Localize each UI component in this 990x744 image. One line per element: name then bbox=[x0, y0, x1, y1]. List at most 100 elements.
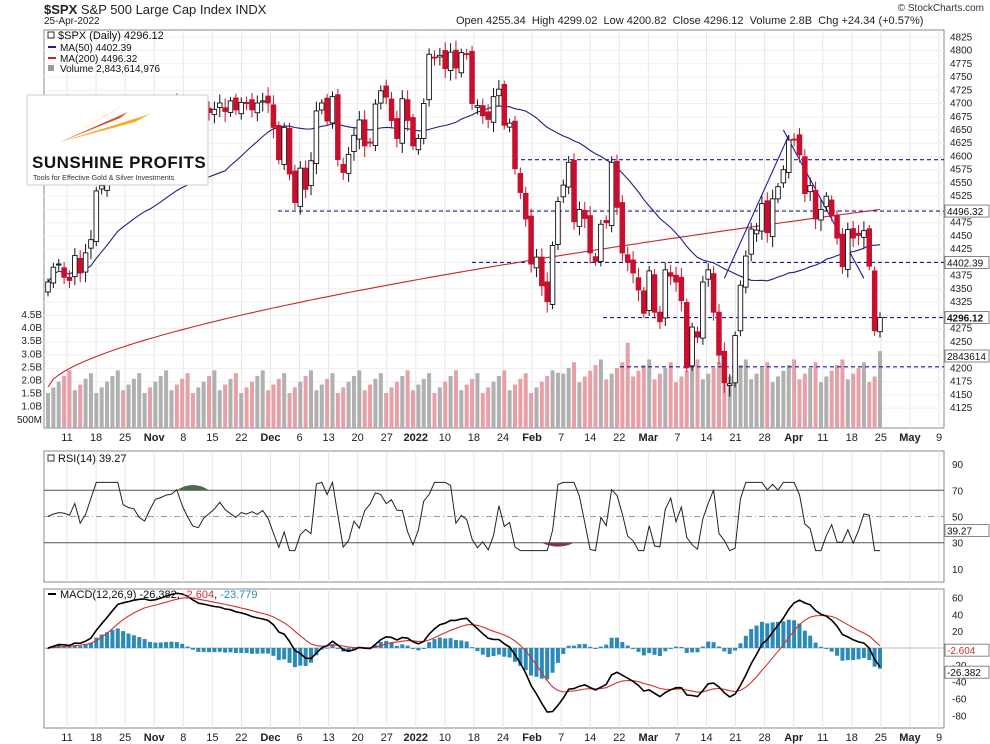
macd-histogram-bar bbox=[845, 647, 850, 661]
volume-bar bbox=[362, 390, 367, 428]
volume-bar bbox=[421, 378, 426, 428]
macd-histogram-bar bbox=[582, 643, 587, 648]
volume-bar bbox=[282, 373, 287, 428]
volume-bar bbox=[845, 379, 850, 428]
volume-bar bbox=[802, 373, 807, 428]
macd-histogram-bar bbox=[105, 632, 110, 648]
x-tick-label-bottom: 18 bbox=[468, 732, 480, 744]
candle-body bbox=[426, 53, 432, 101]
volume-bar bbox=[389, 387, 394, 428]
volume-bar bbox=[711, 367, 716, 428]
rsi-tick-label: 90 bbox=[952, 460, 964, 471]
candle-body bbox=[265, 95, 271, 104]
candle-body bbox=[700, 281, 706, 339]
price-label-box bbox=[944, 349, 990, 363]
candle-body bbox=[431, 56, 438, 59]
rsi-tick-label: 30 bbox=[952, 539, 964, 550]
macd-histogram-bar bbox=[131, 635, 136, 648]
candle-body bbox=[592, 256, 599, 262]
candle-body bbox=[319, 102, 325, 111]
macd-histogram-bar bbox=[561, 647, 566, 655]
price-tick-label: 4600 bbox=[950, 151, 973, 162]
trendline-up bbox=[723, 135, 790, 279]
x-tick-label: 11 bbox=[61, 432, 72, 444]
macd-histogram-bar bbox=[233, 647, 238, 654]
candle-body bbox=[383, 85, 389, 98]
x-tick-label-bottom: 9 bbox=[936, 732, 942, 744]
macd-histogram-bar bbox=[818, 646, 823, 648]
x-tick-label-bottom: 22 bbox=[613, 732, 625, 744]
price-label-box bbox=[944, 256, 990, 269]
volume-bar bbox=[448, 376, 453, 428]
volume-bar bbox=[491, 381, 496, 428]
price-tick-label: 4475 bbox=[950, 218, 973, 229]
x-tick-label: 18 bbox=[846, 432, 858, 444]
macd-value-label: -26.382 bbox=[947, 668, 981, 679]
macd-histogram-bar bbox=[759, 621, 764, 648]
volume-bar bbox=[131, 378, 136, 428]
x-tick-label: 22 bbox=[613, 432, 625, 444]
price-tick-label: 4250 bbox=[950, 337, 973, 348]
candle-body bbox=[297, 167, 304, 207]
index-name: S&P 500 Large Cap Index bbox=[80, 2, 232, 17]
rsi-tick-label: 50 bbox=[952, 513, 964, 524]
volume-bar bbox=[641, 365, 646, 428]
macd-histogram-bar bbox=[292, 647, 297, 668]
x-tick-label: 2022 bbox=[404, 432, 428, 444]
macd-histogram-bar bbox=[695, 647, 700, 653]
ma200-line bbox=[47, 208, 881, 388]
symbol: $SPX bbox=[44, 2, 78, 17]
volume-bar bbox=[196, 387, 201, 428]
x-tick-label: 8 bbox=[180, 432, 186, 444]
candle-body bbox=[780, 169, 787, 184]
rsi-tick-label: 10 bbox=[952, 565, 964, 576]
volume-bar bbox=[614, 367, 619, 428]
candle-body bbox=[249, 99, 255, 111]
volume-bar bbox=[534, 387, 539, 428]
candle-body bbox=[866, 228, 873, 267]
macd-histogram-bar bbox=[223, 647, 228, 653]
candle-body bbox=[614, 160, 620, 208]
macd-histogram-bar bbox=[427, 642, 432, 648]
rsi-value-box bbox=[944, 524, 990, 537]
x-tick-label-bottom: 8 bbox=[180, 732, 186, 744]
volume-bar bbox=[351, 376, 356, 428]
macd-histogram-bar bbox=[486, 647, 491, 657]
x-tick-label: 13 bbox=[322, 432, 334, 444]
candle-body bbox=[72, 255, 78, 278]
x-tick-label-bottom: Dec bbox=[260, 732, 280, 744]
volume-bar bbox=[169, 390, 174, 428]
x-tick-label: Apr bbox=[784, 432, 804, 444]
candle-body bbox=[710, 273, 717, 313]
volume-bar bbox=[319, 384, 324, 428]
price-label: 4296.12 bbox=[947, 314, 984, 325]
low-label: Low bbox=[603, 15, 624, 27]
macd-histogram-bar bbox=[572, 645, 577, 648]
candle-body bbox=[528, 215, 534, 265]
price-tick-label: 4175 bbox=[950, 377, 973, 388]
price-tick-label: 4825 bbox=[950, 32, 973, 43]
volume-bar bbox=[856, 367, 861, 428]
macd-histogram-bar bbox=[577, 644, 582, 648]
volume-bar bbox=[147, 387, 152, 428]
candle-body bbox=[394, 118, 400, 139]
candle-body bbox=[437, 54, 443, 58]
volume-bar bbox=[872, 376, 877, 428]
candle-body bbox=[651, 274, 658, 313]
macd-histogram-bar bbox=[781, 621, 786, 648]
volume-bar bbox=[255, 376, 260, 428]
volume-bar bbox=[652, 379, 657, 428]
candle-body bbox=[211, 108, 218, 115]
x-tick-label-bottom: 27 bbox=[381, 732, 393, 744]
volume-bar bbox=[502, 370, 507, 428]
macd-histogram-bar bbox=[357, 647, 362, 649]
volume-tick-label: 500M bbox=[17, 415, 42, 426]
candle-body bbox=[335, 94, 341, 161]
volume-bar bbox=[292, 387, 297, 428]
volume-bar bbox=[555, 372, 560, 428]
candle-body bbox=[678, 276, 685, 302]
price-tick-label: 4725 bbox=[950, 85, 973, 96]
candle-body bbox=[474, 105, 481, 108]
volume-bar bbox=[88, 373, 93, 428]
volume-bar bbox=[378, 373, 383, 428]
